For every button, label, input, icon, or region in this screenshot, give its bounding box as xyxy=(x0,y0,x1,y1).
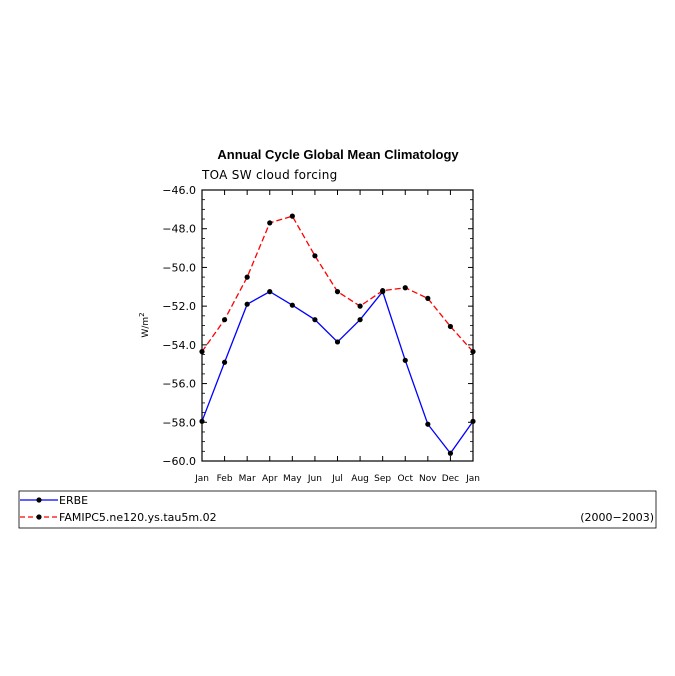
y-tick-label: −56.0 xyxy=(162,378,196,391)
data-point-0-10 xyxy=(425,421,431,427)
data-point-0-3 xyxy=(267,289,273,295)
data-point-1-8 xyxy=(380,288,386,294)
x-tick-label: Nov xyxy=(419,474,437,484)
series-line-0 xyxy=(201,290,474,455)
y-tick-label: −46.0 xyxy=(162,184,196,197)
x-tick-label: Jul xyxy=(331,474,343,484)
x-tick-label: Aug xyxy=(351,474,369,484)
data-point-0-0 xyxy=(199,418,205,424)
y-tick-label: −58.0 xyxy=(162,416,196,429)
data-point-1-9 xyxy=(402,285,408,291)
data-point-1-7 xyxy=(357,303,363,309)
y-axis-label-text: W/m xyxy=(141,317,151,338)
data-point-1-12 xyxy=(470,349,476,355)
data-point-0-4 xyxy=(289,302,295,308)
data-point-0-12 xyxy=(470,418,476,424)
chart-subtitle: TOA SW cloud forcing xyxy=(201,168,338,182)
x-tick-label: Mar xyxy=(239,474,256,484)
y-tick-label: −48.0 xyxy=(162,223,196,236)
svg-text:W/m2: W/m2 xyxy=(138,312,151,337)
data-point-1-2 xyxy=(244,274,250,280)
legend-marker-famipc5 xyxy=(36,514,42,520)
data-point-0-6 xyxy=(334,339,341,345)
y-tick-label: −52.0 xyxy=(162,300,196,313)
x-tick-label: Dec xyxy=(442,474,459,484)
x-tick-label: Apr xyxy=(262,474,278,484)
data-point-0-1 xyxy=(221,359,228,365)
data-point-1-10 xyxy=(425,295,431,301)
x-tick-label: Jan xyxy=(194,474,209,484)
x-tick-label: Jan xyxy=(465,474,480,484)
chart-title: Annual Cycle Global Mean Climatology xyxy=(217,147,459,162)
y-axis-label-superscript: 2 xyxy=(138,312,146,316)
data-point-1-6 xyxy=(334,289,341,295)
data-point-1-0 xyxy=(199,349,205,355)
x-tick-label: Jun xyxy=(307,474,322,484)
legend-label-erbe: ERBE xyxy=(59,494,88,507)
plot-frame xyxy=(201,189,474,462)
data-point-0-5 xyxy=(312,317,318,323)
data-point-1-4 xyxy=(289,213,295,219)
legend-date-range: (2000−2003) xyxy=(580,511,654,524)
y-tick-label: −54.0 xyxy=(162,339,196,352)
data-point-0-2 xyxy=(244,301,250,307)
legend-marker-erbe xyxy=(36,497,42,503)
series-line-1 xyxy=(201,215,474,353)
series-layer xyxy=(199,213,476,456)
x-tick-label: Sep xyxy=(374,474,391,484)
legend-box xyxy=(18,490,657,529)
y-axis-label: W/m2 xyxy=(138,312,151,337)
legend-entry-erbe: ERBE xyxy=(20,494,88,507)
data-point-1-3 xyxy=(267,220,273,226)
data-point-0-9 xyxy=(402,357,408,363)
x-tick-label: May xyxy=(283,474,302,484)
data-point-1-5 xyxy=(312,253,318,259)
y-tick-label: −60.0 xyxy=(162,455,196,468)
axes: −46.0 −48.0 −50.0 −52.0 −54.0 −56.0 −58.0 −60.0… xyxy=(162,184,480,484)
y-tick-label: −50.0 xyxy=(162,261,196,274)
legend-entry-famipc5: FAMIPC5.ne120.ys.tau5m.02 xyxy=(20,511,217,524)
data-point-0-11 xyxy=(447,450,454,456)
x-tick-label: Feb xyxy=(217,474,233,484)
data-point-0-7 xyxy=(357,317,363,323)
data-point-1-11 xyxy=(447,323,454,330)
data-point-1-1 xyxy=(221,317,228,323)
legend-label-famipc5: FAMIPC5.ne120.ys.tau5m.02 xyxy=(59,511,217,524)
x-tick-label: Oct xyxy=(397,474,413,484)
